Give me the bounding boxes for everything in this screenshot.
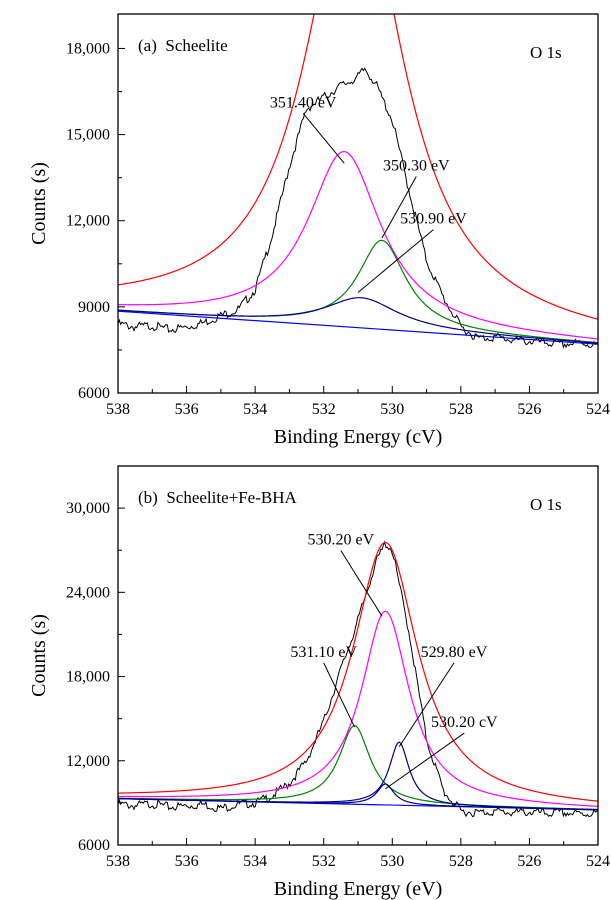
fit-peak-line-4 [118,783,598,811]
fit-peak-line-1 [118,150,598,340]
peak-annotation-leader [302,112,345,164]
peak-annotation-label: 530.20 cV [431,714,498,731]
raw-spectrum-line [118,67,598,349]
x-tick-label: 536 [175,853,199,870]
element-label: O 1s [530,495,562,514]
x-tick-label: 524 [586,853,610,870]
x-tick-label: 530 [380,853,404,870]
peak-annotation-label: 351.40 eV [270,94,337,111]
peak-annotation-leader [398,662,455,748]
x-tick-label: 524 [586,401,610,418]
fit-peak-line-0 [118,541,598,802]
element-label: O 1s [530,43,562,62]
fit-peak-line-0 [118,14,598,320]
x-tick-label: 532 [312,853,336,870]
y-tick-label: 12,000 [66,753,110,770]
fit-peak-line-3 [118,297,598,344]
plot-frame [117,13,599,394]
fit-peak-line-2 [118,724,598,811]
panel-label: (a) Scheelite [138,36,228,55]
background-line [118,310,598,345]
peak-annotation-leader [381,176,417,239]
x-tick-label: 528 [449,853,473,870]
x-tick-label: 528 [449,401,473,418]
x-tick-label: 536 [175,401,199,418]
peak-annotation-label: 529.80 eV [421,644,488,661]
x-tick-label: 532 [312,401,336,418]
x-tick-label: 534 [243,853,267,870]
plot-frame [117,465,599,846]
x-tick-label: 526 [517,401,541,418]
x-tick-label: 538 [106,853,130,870]
x-tick-label: 526 [517,853,541,870]
x-axis-label: Binding Energy (cV) [274,426,443,448]
peak-annotation-leader [385,732,465,790]
peak-annotation-label: 350.30 eV [383,157,450,174]
y-tick-label: 18,000 [66,40,110,57]
peak-annotation-label: 530.90 eV [400,211,467,228]
y-tick-label: 24,000 [66,584,110,601]
y-tick-label: 18,000 [66,669,110,686]
y-tick-label: 9000 [78,299,110,316]
y-tick-label: 15,000 [66,127,110,144]
peak-annotation-leader [323,662,356,728]
fit-peak-line-1 [118,610,598,807]
x-tick-label: 538 [106,401,130,418]
peak-annotation-label: 530.20 eV [308,532,375,549]
x-axis-label: Binding Energy (eV) [274,878,443,900]
panel-label: (b) Scheelite+Fe-BHA [138,488,297,507]
y-tick-label: 12,000 [66,213,110,230]
peak-annotation-label: 531.10 eV [290,644,357,661]
x-tick-label: 530 [380,401,404,418]
y-axis-label: Counts (s) [28,614,50,697]
plot-area [118,540,598,818]
raw-spectrum-line [118,540,598,818]
y-axis-label: Counts (s) [28,162,50,245]
y-tick-label: 6000 [78,837,110,854]
x-tick-label: 534 [243,401,267,418]
y-tick-label: 30,000 [66,500,110,517]
peak-annotation-leader [357,229,434,293]
y-tick-label: 6000 [78,385,110,402]
peak-annotation-leader [340,550,383,617]
plot-area [118,14,598,349]
